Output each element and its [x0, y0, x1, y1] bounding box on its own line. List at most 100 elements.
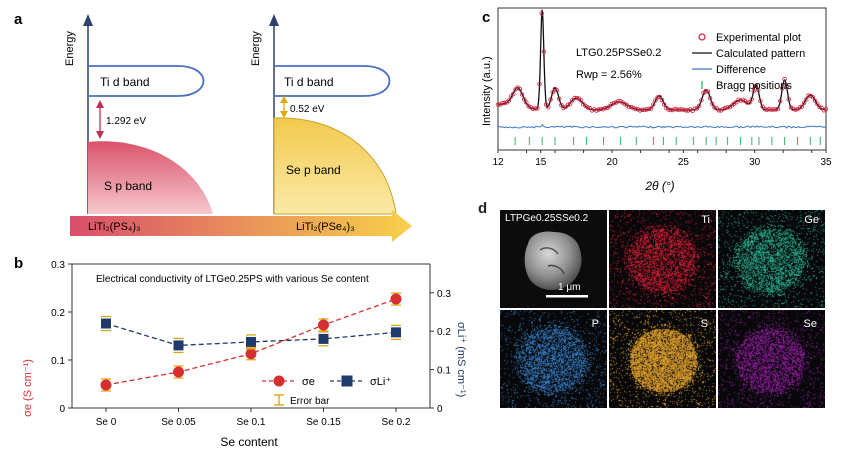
experimental-point	[561, 105, 566, 111]
experimental-point	[804, 97, 809, 102]
experimental-point	[762, 106, 767, 112]
sem-sample-label: LTPGe0.25SSe0.2	[505, 213, 589, 224]
experimental-point	[570, 98, 575, 103]
experimental-point	[753, 83, 759, 88]
experimental-point	[500, 100, 505, 106]
s-map-canvas	[609, 310, 716, 408]
experimental-point	[626, 104, 632, 110]
y-label-right: σLi⁺ (mS cm⁻¹)	[455, 322, 467, 397]
experimental-point	[572, 95, 577, 101]
experimental-point	[710, 101, 715, 106]
y-tick-label-left: 0.3	[51, 260, 65, 271]
experimental-point	[502, 100, 507, 106]
sigma-li-point	[391, 327, 401, 338]
experimental-point	[653, 98, 658, 103]
sem-image-tile: LTPGe0.25SSe0.2 1 μm	[500, 210, 607, 308]
experimental-point	[508, 94, 514, 99]
legend-sigma-li: σLi⁺	[370, 376, 391, 388]
conductivity-chart: b Electrical conductivity of LTGe0.25PS …	[14, 255, 467, 449]
experimental-point	[556, 96, 562, 101]
xrd-x-tick-label: 15	[535, 157, 547, 168]
experimental-point	[694, 106, 700, 111]
experimental-point	[703, 88, 708, 94]
experimental-point	[574, 95, 579, 101]
experimental-point	[596, 107, 601, 112]
experimental-point	[786, 96, 791, 102]
chart-b-title: Electrical conductivity of LTGe0.25PS wi…	[96, 274, 369, 285]
panel-letter-c: c	[482, 9, 490, 26]
experimental-point	[541, 49, 547, 54]
xrd-x-label: 2θ (°)	[644, 179, 674, 193]
experimental-point	[670, 107, 676, 113]
experimental-point	[629, 104, 634, 110]
xrd-x-tick-label: 30	[749, 157, 761, 168]
experimental-point	[609, 101, 614, 107]
ti-d-band-left-label: Ti d band	[100, 75, 150, 89]
ti-map-canvas	[609, 210, 716, 308]
experimental-point	[716, 108, 722, 113]
experimental-point	[815, 101, 820, 106]
x-tick-label: Se 0.2	[382, 417, 411, 428]
scale-bar	[546, 295, 588, 298]
experimental-point	[526, 104, 531, 109]
calculated-pattern-line	[497, 9, 827, 111]
legend-sigma-e-marker	[273, 375, 285, 387]
experimental-point	[738, 98, 743, 103]
experimental-point	[782, 76, 787, 82]
experimental-point	[519, 92, 525, 97]
legend-calc: Calculated pattern	[716, 48, 805, 60]
y-tick-label-right: 0	[437, 404, 443, 415]
y-label-left: σe (S cm⁻¹)	[22, 359, 34, 417]
map-se-label: Se	[803, 318, 817, 330]
experimental-point	[537, 81, 542, 87]
experimental-point	[740, 97, 746, 103]
sigma-e-point	[390, 293, 402, 305]
experimental-point	[637, 108, 643, 113]
energy-label-left: Energy	[64, 31, 76, 66]
experimental-point	[819, 105, 824, 111]
experimental-point	[651, 102, 656, 107]
experimental-point	[777, 98, 783, 104]
experimental-point	[677, 107, 682, 112]
experimental-point	[659, 97, 665, 103]
energy-axis-arrowhead-left	[83, 14, 93, 26]
band-diagram: a Energy Ti d band S p band 1.292 eV Ene…	[14, 11, 412, 242]
experimental-point	[644, 107, 649, 112]
legend-sigma-li-marker	[341, 375, 353, 387]
experimental-point	[797, 105, 802, 110]
experimental-point	[685, 108, 691, 113]
experimental-point	[760, 104, 765, 109]
legend-exp-marker	[698, 33, 706, 41]
se-p-band-label: Se p band	[286, 163, 341, 177]
experimental-point	[806, 93, 811, 98]
panel-c: c Intensity (a.u.) 2θ (°) 12 15 20 25 30 35 L…	[462, 0, 846, 200]
s-p-band-label: S p band	[104, 179, 152, 193]
x-tick-label: Se 0	[96, 417, 117, 428]
scale-bar-label: 1 μm	[558, 282, 581, 293]
experimental-point	[705, 89, 711, 94]
y-tick-label-right: 0.1	[437, 366, 451, 377]
experimental-point	[666, 107, 671, 112]
eds-map-se: Se	[718, 310, 825, 408]
legend-diff: Difference	[716, 64, 766, 76]
xrd-legend: Experimental plot Calculated pattern Dif…	[692, 32, 805, 92]
ti-d-band-right-label: Ti d band	[284, 75, 334, 89]
experimental-point	[495, 102, 501, 107]
experimental-point	[655, 95, 660, 100]
experimental-point	[791, 106, 796, 112]
sigma-e-point	[173, 366, 184, 378]
experimental-point	[511, 91, 516, 96]
energy-label-right: Energy	[250, 31, 262, 66]
xrd-plot-frame	[497, 7, 827, 151]
experimental-point	[567, 101, 573, 107]
experimental-point	[758, 98, 763, 104]
xrd-rwp-label: Rwp = 2.56%	[576, 69, 642, 81]
experimental-point	[522, 97, 527, 102]
x-tick-label: Se 0.1	[237, 417, 266, 428]
xrd-x-tick-label: 12	[492, 157, 504, 168]
experimental-point	[707, 95, 713, 101]
experimental-point	[594, 108, 599, 113]
experimental-point	[681, 107, 687, 112]
experimental-point	[635, 107, 641, 112]
experimental-point	[535, 106, 540, 111]
